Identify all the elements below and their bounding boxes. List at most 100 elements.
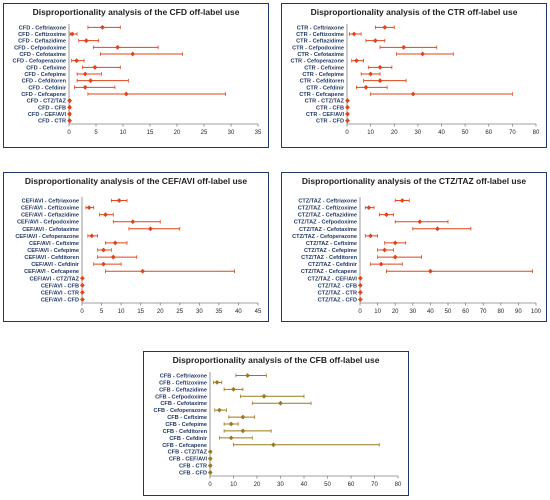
category-label: CFB - CEF/AVI: [169, 457, 208, 463]
point-estimate-marker: [148, 226, 153, 232]
x-tick-label: 5: [100, 309, 104, 315]
category-label: CEF/AVI - Cefcapene: [24, 269, 79, 275]
point-estimate-marker: [345, 118, 350, 124]
chart-panel-cef-avi: Disproportionality analysis of the CEF/A…: [3, 172, 269, 322]
x-tick-label: 80: [533, 130, 540, 136]
point-estimate-marker: [79, 297, 85, 302]
point-estimate-marker: [357, 290, 363, 295]
category-label: CTZ/TAZ - CFB: [318, 283, 357, 289]
point-estimate-marker: [384, 212, 389, 218]
point-estimate-marker: [378, 261, 384, 267]
category-label: CTR - Cefixime: [304, 65, 344, 71]
category-label: CTR - Cefcapene: [299, 92, 344, 98]
x-tick-label: 30: [415, 130, 422, 136]
x-tick-label: 20: [157, 309, 164, 315]
category-label: CFD - Cefpodoxime: [14, 45, 66, 51]
category-label: CTZ/TAZ - Cefotaxime: [299, 227, 357, 233]
point-estimate-marker: [101, 247, 106, 253]
category-label: CTZ/TAZ - Cefepime: [304, 248, 357, 254]
point-estimate-marker: [345, 98, 350, 104]
point-estimate-marker: [92, 64, 98, 70]
category-label: CFB - CTR: [179, 464, 207, 470]
chart-panel-ctz-taz: Disproportionality analysis of the CTZ/T…: [281, 172, 547, 322]
point-estimate-marker: [261, 393, 267, 399]
category-label: CFD - Cefixime: [26, 65, 66, 71]
category-label: CEF/AVI - Ceftriaxone: [22, 199, 79, 205]
x-tick-label: 0: [208, 482, 212, 488]
point-estimate-marker: [401, 44, 407, 50]
x-tick-label: 80: [497, 309, 504, 315]
point-estimate-marker: [79, 275, 85, 281]
x-tick-label: 5: [94, 130, 98, 136]
category-label: CTZ/TAZ - Ceftizoxime: [298, 206, 357, 212]
category-label: CFD - Cefditoren: [22, 79, 67, 85]
point-estimate-marker: [399, 198, 405, 203]
category-label: CFB - CTZ/TAZ: [168, 450, 208, 456]
x-tick-label: 70: [371, 482, 378, 488]
category-label: CFB - Cefdinir: [169, 436, 207, 442]
point-estimate-marker: [392, 240, 398, 246]
x-tick-label: 50: [445, 309, 452, 315]
x-tick-label: 30: [277, 482, 284, 488]
point-estimate-marker: [351, 31, 357, 37]
point-estimate-marker: [67, 104, 72, 110]
point-estimate-marker: [228, 421, 234, 427]
x-tick-label: 70: [480, 309, 487, 315]
x-tick-label: 35: [255, 130, 262, 136]
x-tick-label: 60: [462, 309, 469, 315]
category-label: CTZ/TAZ - CTR: [318, 290, 357, 296]
x-tick-label: 25: [176, 309, 183, 315]
point-estimate-marker: [89, 233, 95, 239]
point-estimate-marker: [74, 58, 79, 64]
category-label: CFB - Cefepime: [165, 422, 207, 428]
category-label: CEF/AVI - Ceftazidime: [21, 213, 79, 219]
category-label: CFB - Cefditoren: [163, 429, 208, 435]
x-tick-label: 10: [230, 482, 237, 488]
category-label: CFB - CFD: [179, 471, 207, 477]
x-tick-label: 15: [137, 309, 144, 315]
category-label: CTZ/TAZ - Cefcapene: [301, 269, 357, 275]
chart-title: Disproportionality analysis of the CEF/A…: [24, 176, 248, 186]
chart-title: Disproportionality analysis of the CTR o…: [310, 7, 518, 17]
category-label: CFB - Ceftriaxone: [160, 373, 207, 379]
point-estimate-marker: [428, 268, 433, 274]
category-label: CTR - Cefoperazone: [291, 59, 344, 65]
chart-panel-ctr: Disproportionality analysis of the CTR o…: [281, 3, 547, 148]
category-label: CTZ/TAZ - Cefditoren: [301, 255, 357, 261]
category-label: CFD - Cefcapene: [21, 92, 66, 98]
chart-title: Disproportionality analysis of the CFD o…: [32, 7, 240, 17]
category-label: CTR - Cefditoren: [300, 79, 345, 85]
category-label: CEF/AVI - CTR: [41, 290, 79, 296]
x-tick-label: 90: [515, 309, 522, 315]
category-label: CTR - CFD: [316, 119, 344, 125]
x-tick-label: 50: [324, 482, 331, 488]
category-label: CFD - Cefdinir: [28, 85, 66, 91]
point-estimate-marker: [207, 456, 213, 462]
point-estimate-marker: [207, 470, 213, 475]
x-tick-label: 0: [358, 309, 362, 315]
point-estimate-marker: [69, 31, 75, 37]
x-tick-label: 50: [462, 130, 469, 136]
category-label: CFD - CFB: [38, 105, 66, 111]
x-tick-label: 0: [345, 130, 349, 136]
point-estimate-marker: [392, 254, 398, 260]
x-tick-label: 10: [374, 309, 381, 315]
x-tick-label: 20: [391, 130, 398, 136]
point-estimate-marker: [207, 449, 213, 455]
point-estimate-marker: [382, 24, 388, 30]
category-label: CFB - Ceftazidime: [159, 387, 207, 393]
point-estimate-marker: [382, 247, 388, 253]
category-label: CEF/AVI - Cefotaxime: [22, 227, 79, 233]
point-estimate-marker: [83, 38, 89, 44]
point-estimate-marker: [240, 414, 246, 420]
x-tick-label: 60: [485, 130, 492, 136]
x-tick-label: 30: [409, 309, 416, 315]
chart-title: Disproportionality analysis of the CFB o…: [172, 355, 380, 365]
x-tick-label: 20: [174, 130, 181, 136]
category-label: CTZ/TAZ - Cefpodoxime: [294, 220, 357, 226]
category-label: CEF/AVI - Cefpodoxime: [17, 220, 79, 226]
point-estimate-marker: [366, 205, 372, 210]
chart-title: Disproportionality analysis of the CTZ/T…: [301, 176, 527, 186]
